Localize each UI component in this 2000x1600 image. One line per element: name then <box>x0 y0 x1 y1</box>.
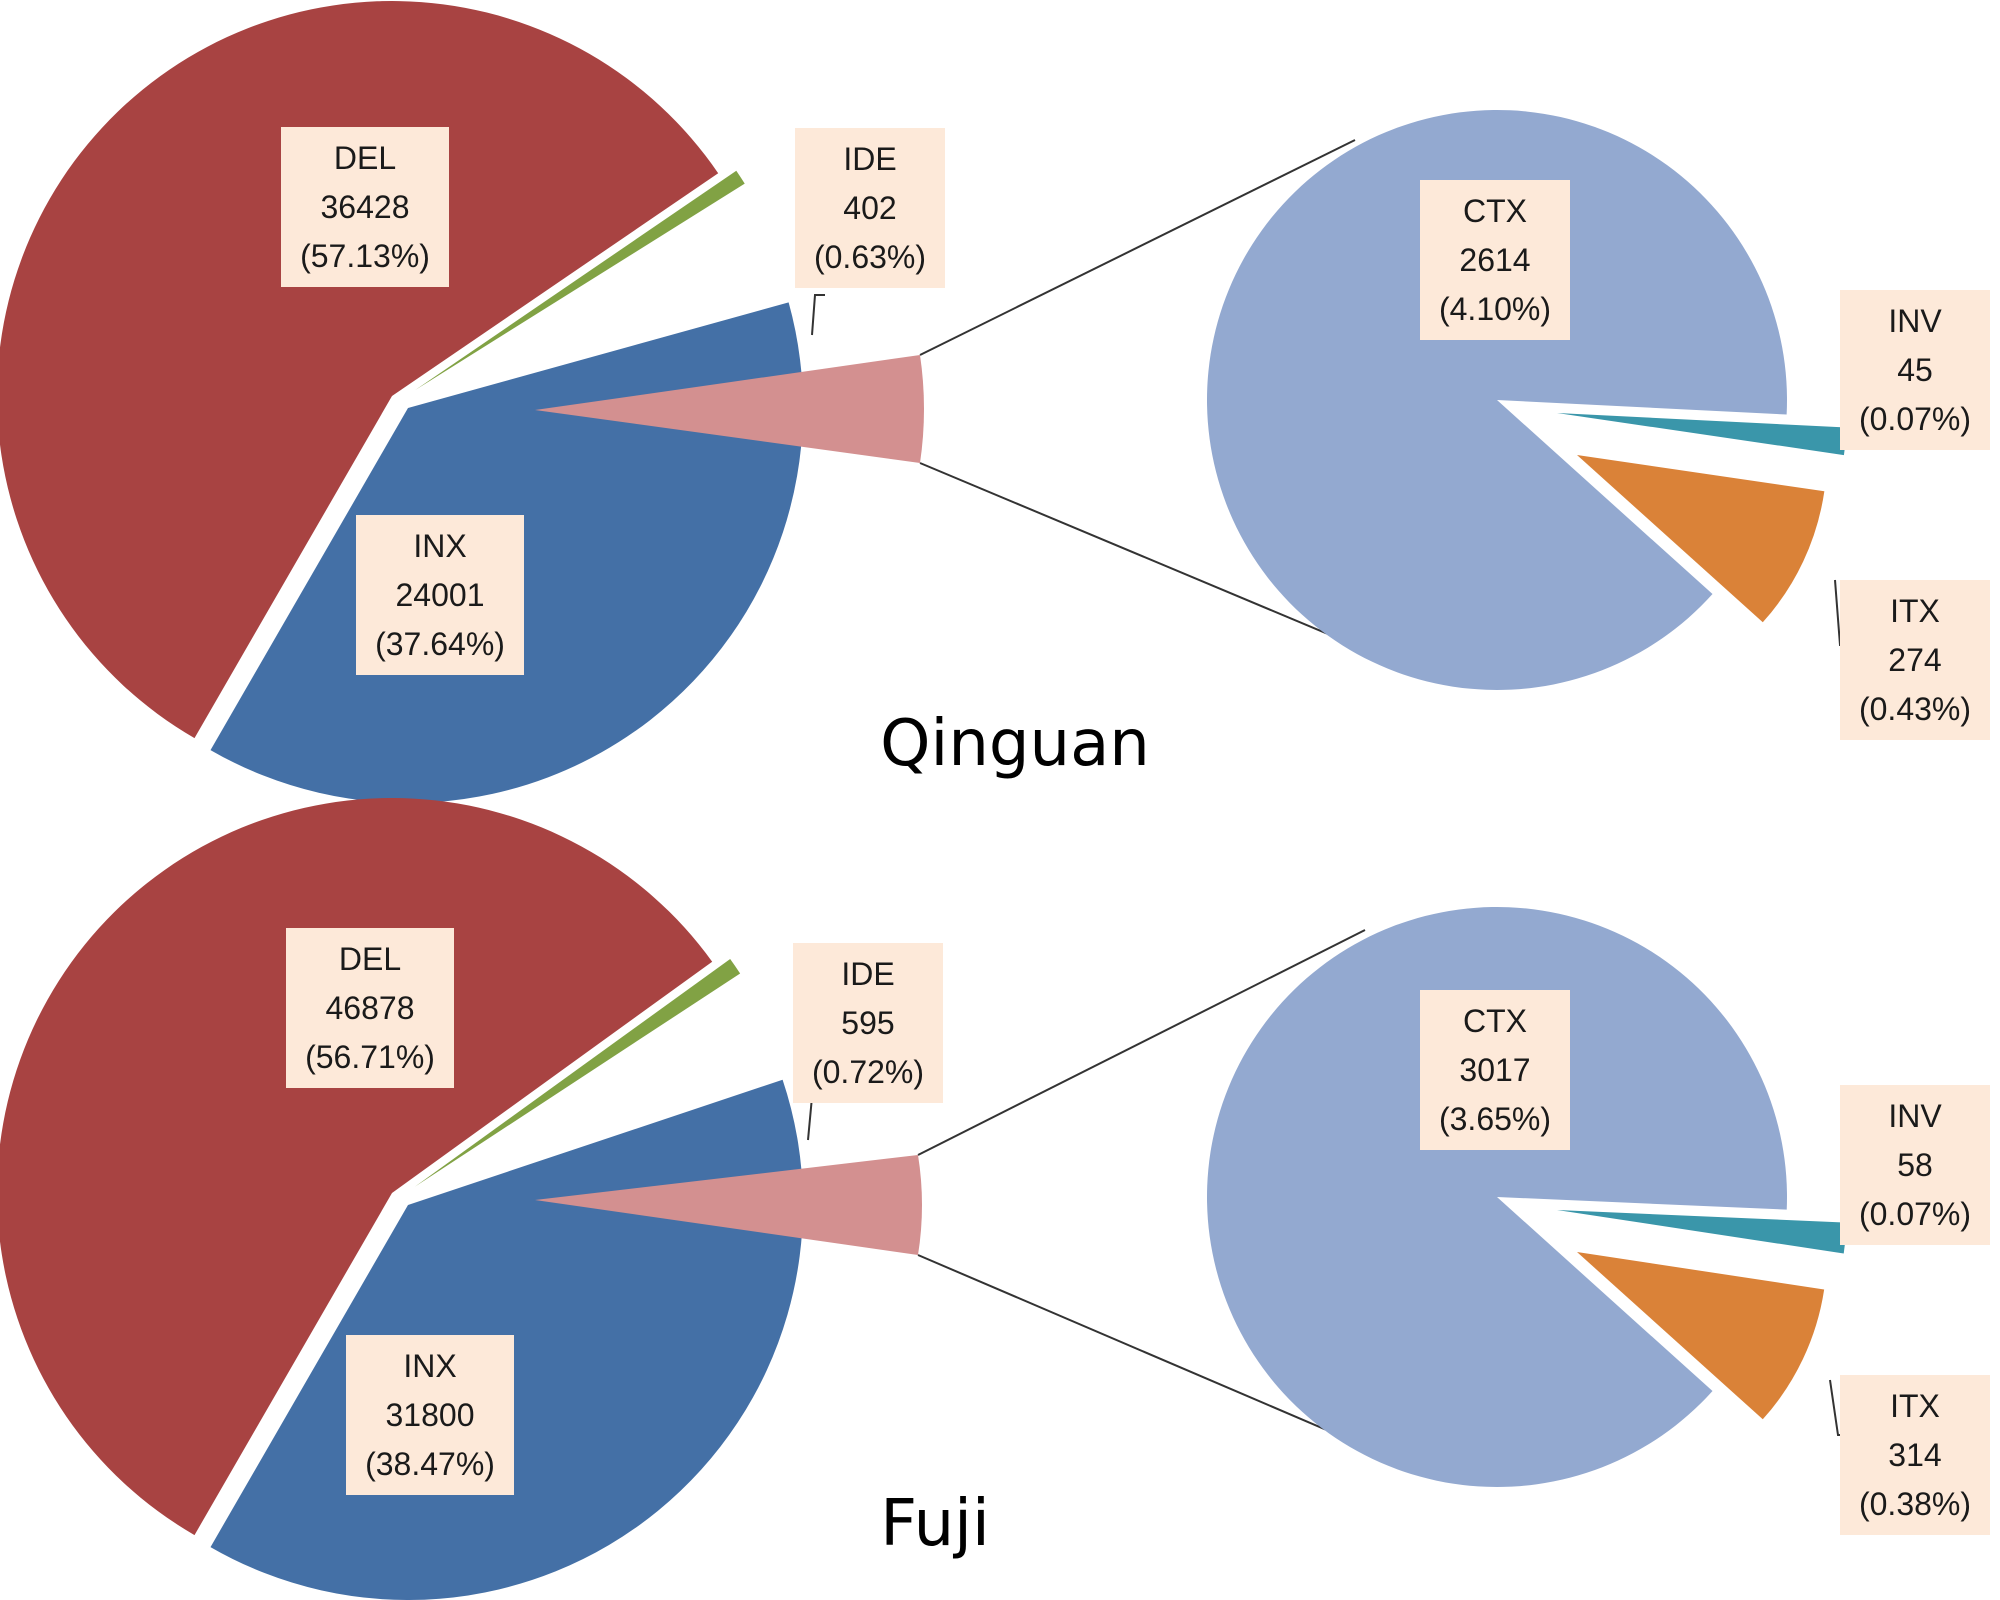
pie-slice-other-aggregate <box>535 1155 922 1255</box>
data-label-inv: INV 58 (0.07%) <box>1840 1085 1990 1245</box>
data-label-itx: ITX 274 (0.43%) <box>1840 580 1990 740</box>
data-label-box <box>1840 1375 1990 1535</box>
data-label-text: CTX <box>1463 1003 1527 1039</box>
data-label-text: 595 <box>841 1005 894 1041</box>
pie-slice-del <box>0 798 713 1536</box>
data-label-text: ITX <box>1890 593 1940 629</box>
data-label-text: (4.10%) <box>1439 291 1551 327</box>
data-label-text: (0.63%) <box>814 239 926 275</box>
chart-1: DEL 36428 (57.13%) INX 24001 (37.64%) IDE 402 (0… <box>0 1 1990 803</box>
data-label-del: DEL 36428 (57.13%) <box>281 127 449 287</box>
data-label-text: 24001 <box>396 577 485 613</box>
data-label-box <box>1840 580 1990 740</box>
data-label-box <box>793 943 943 1103</box>
pie-slice-del <box>0 1 719 739</box>
data-label-text: CTX <box>1463 193 1527 229</box>
chart-title: Fuji <box>880 1487 989 1561</box>
data-label-del: DEL 46878 (56.71%) <box>286 928 454 1088</box>
data-label-box <box>281 127 449 287</box>
data-label-text: (3.65%) <box>1439 1101 1551 1137</box>
data-label-text: (0.07%) <box>1859 401 1971 437</box>
data-label-text: (0.07%) <box>1859 1196 1971 1232</box>
data-label-box <box>1840 1085 1990 1245</box>
data-label-text: DEL <box>334 140 396 176</box>
pie-slice-ide <box>414 959 741 1187</box>
data-label-text: (0.72%) <box>812 1054 924 1090</box>
data-label-text: 274 <box>1888 642 1941 678</box>
pie-slice-itx <box>1577 1252 1825 1420</box>
data-label-text: INX <box>403 1348 456 1384</box>
data-label-box <box>356 515 524 675</box>
data-label-itx: ITX 314 (0.38%) <box>1840 1375 1990 1535</box>
data-label-text: (0.38%) <box>1859 1486 1971 1522</box>
data-label-text: IDE <box>841 956 894 992</box>
data-label-text: (37.64%) <box>375 626 505 662</box>
connector-line <box>919 139 1356 356</box>
data-label-text: 58 <box>1897 1147 1933 1183</box>
data-label-text: 3017 <box>1459 1052 1530 1088</box>
data-label-text: (57.13%) <box>300 238 430 274</box>
data-label-text: 402 <box>843 190 896 226</box>
connector-line <box>917 929 1366 1156</box>
pie-slice-ide <box>415 170 745 391</box>
pie-slice-inv <box>1557 413 1847 456</box>
data-label-text: 36428 <box>321 189 410 225</box>
data-label-box <box>286 928 454 1088</box>
chart-title: Qinguan <box>880 707 1150 781</box>
data-label-box <box>346 1335 514 1495</box>
data-label-text: (38.47%) <box>365 1446 495 1482</box>
data-label-text: 31800 <box>386 1397 475 1433</box>
data-label-text: ITX <box>1890 1388 1940 1424</box>
data-label-text: INV <box>1888 1098 1942 1134</box>
data-label-text: INV <box>1888 303 1942 339</box>
data-label-inx: INX 31800 (38.47%) <box>346 1335 514 1495</box>
data-label-ctx: CTX 2614 (4.10%) <box>1420 180 1570 340</box>
data-label-ctx: CTX 3017 (3.65%) <box>1420 990 1570 1150</box>
pie-slice-ctx <box>1207 110 1787 691</box>
pie-slice-inv <box>1557 1210 1847 1254</box>
leader-line <box>807 1096 822 1141</box>
data-label-text: DEL <box>339 941 401 977</box>
data-label-text: (56.71%) <box>305 1039 435 1075</box>
leader-line <box>811 294 825 336</box>
data-label-box <box>795 128 945 288</box>
data-label-box <box>1420 990 1570 1150</box>
data-label-inv: INV 45 (0.07%) <box>1840 290 1990 450</box>
pie-slice-ctx <box>1207 907 1787 1487</box>
pie-slice-itx <box>1577 455 1825 623</box>
data-label-text: (0.43%) <box>1859 691 1971 727</box>
data-label-inx: INX 24001 (37.64%) <box>356 515 524 675</box>
data-label-text: 45 <box>1897 352 1933 388</box>
data-label-box <box>1420 180 1570 340</box>
pie-slice-other-aggregate <box>535 355 924 463</box>
connector-line <box>919 462 1391 661</box>
data-label-ide: IDE 402 (0.63%) <box>795 128 945 288</box>
data-label-text: INX <box>413 528 466 564</box>
data-label-text: IDE <box>843 141 896 177</box>
data-label-text: 46878 <box>326 990 415 1026</box>
data-label-box <box>1840 290 1990 450</box>
data-label-ide: IDE 595 (0.72%) <box>793 943 943 1103</box>
data-label-text: 2614 <box>1459 242 1530 278</box>
chart-2: DEL 46878 (56.71%) INX 31800 (38.47%) IDE 595 (0… <box>0 798 1990 1600</box>
connector-line <box>917 1254 1386 1456</box>
data-label-text: 314 <box>1888 1437 1941 1473</box>
